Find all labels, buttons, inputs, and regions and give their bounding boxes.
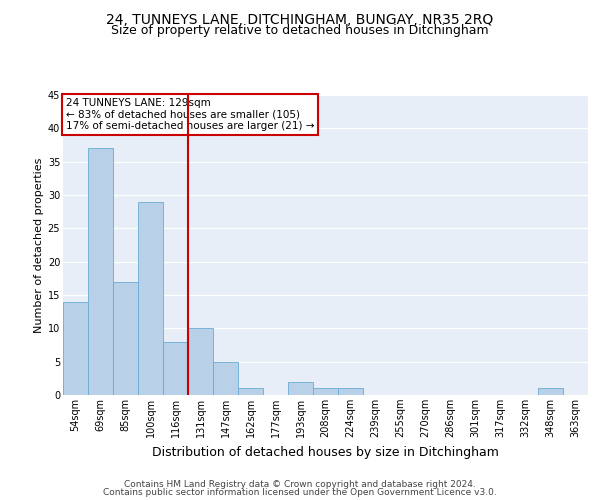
Bar bbox=[313, 388, 338, 395]
Bar bbox=[238, 388, 263, 395]
Text: Contains public sector information licensed under the Open Government Licence v3: Contains public sector information licen… bbox=[103, 488, 497, 497]
Text: Contains HM Land Registry data © Crown copyright and database right 2024.: Contains HM Land Registry data © Crown c… bbox=[124, 480, 476, 489]
Text: Size of property relative to detached houses in Ditchingham: Size of property relative to detached ho… bbox=[111, 24, 489, 37]
Bar bbox=[538, 388, 563, 395]
Text: 24, TUNNEYS LANE, DITCHINGHAM, BUNGAY, NR35 2RQ: 24, TUNNEYS LANE, DITCHINGHAM, BUNGAY, N… bbox=[106, 12, 494, 26]
Bar bbox=[63, 302, 88, 395]
Bar bbox=[88, 148, 113, 395]
Text: 24 TUNNEYS LANE: 129sqm
← 83% of detached houses are smaller (105)
17% of semi-d: 24 TUNNEYS LANE: 129sqm ← 83% of detache… bbox=[65, 98, 314, 131]
Bar bbox=[138, 202, 163, 395]
X-axis label: Distribution of detached houses by size in Ditchingham: Distribution of detached houses by size … bbox=[152, 446, 499, 458]
Bar bbox=[288, 382, 313, 395]
Bar bbox=[113, 282, 138, 395]
Y-axis label: Number of detached properties: Number of detached properties bbox=[34, 158, 44, 332]
Bar bbox=[163, 342, 188, 395]
Bar bbox=[338, 388, 363, 395]
Bar bbox=[213, 362, 238, 395]
Bar bbox=[188, 328, 213, 395]
